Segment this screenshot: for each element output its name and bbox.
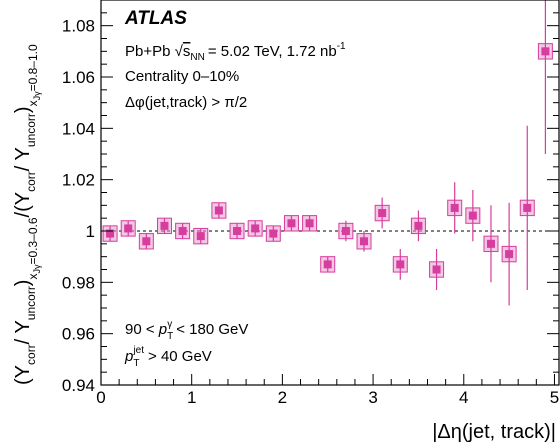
- x-axis-title: |Δη(jet, track)|: [432, 421, 556, 443]
- x-tick-label: 0: [96, 388, 105, 407]
- data-point: [341, 227, 350, 235]
- data-point: [160, 221, 169, 230]
- y-tick-label: 1.08: [62, 17, 95, 36]
- data-point: [432, 265, 441, 274]
- x-tick-label: 3: [368, 388, 377, 407]
- plot-frame: [100, 0, 560, 386]
- x-tick-label: 2: [278, 388, 287, 407]
- centrality-label: Centrality 0–10%: [125, 68, 239, 85]
- data-point: [505, 250, 514, 259]
- data-point: [378, 209, 387, 218]
- y-tick-label: 1: [86, 222, 95, 241]
- data-point: [468, 211, 477, 220]
- data-point: [196, 232, 205, 241]
- data-point: [414, 221, 423, 230]
- x-tick-label: 5: [550, 388, 559, 407]
- data-point: [323, 260, 332, 269]
- x-tick-label: 1: [187, 388, 196, 407]
- y-tick-label: 1.02: [62, 171, 95, 190]
- jet-pt-label: pTjet > 40 GeV: [124, 345, 212, 369]
- data-point: [106, 229, 115, 238]
- data-point: [486, 239, 495, 248]
- data-point: [523, 203, 532, 212]
- y-tick-label: 1.04: [62, 119, 95, 138]
- y-axis-title: (Ycorr/ Yuncorr)xJγ=0.3–0.6/(Ycorr/ Yunc…: [12, 44, 42, 385]
- data-point: [541, 47, 550, 56]
- data-point: [287, 219, 296, 228]
- data-point: [450, 203, 459, 212]
- y-tick-label: 0.96: [62, 325, 95, 344]
- data-point: [251, 224, 260, 233]
- y-tick-label: 0.98: [62, 273, 95, 292]
- data-point: [214, 206, 223, 215]
- data-point: [178, 227, 187, 235]
- data-point: [396, 260, 405, 269]
- y-tick-label: 1.06: [62, 68, 95, 87]
- data-point: [233, 227, 242, 235]
- collision-label: Pb+Pb √sNN = 5.02 TeV, 1.72 nb-1: [125, 41, 346, 63]
- data-point: [305, 219, 314, 228]
- y-tick-label: 0.94: [62, 376, 95, 395]
- photon-pt-label: 90 < pTγ < 180 GeV: [125, 319, 248, 342]
- data-point: [142, 237, 151, 246]
- data-point: [269, 229, 278, 238]
- atlas-label: ATLAS: [124, 8, 187, 29]
- data-point: [360, 237, 369, 246]
- data-point: [124, 224, 133, 233]
- dphi-cut-label: Δφ(jet,track) > π/2: [125, 94, 247, 111]
- x-tick-label: 4: [459, 388, 468, 407]
